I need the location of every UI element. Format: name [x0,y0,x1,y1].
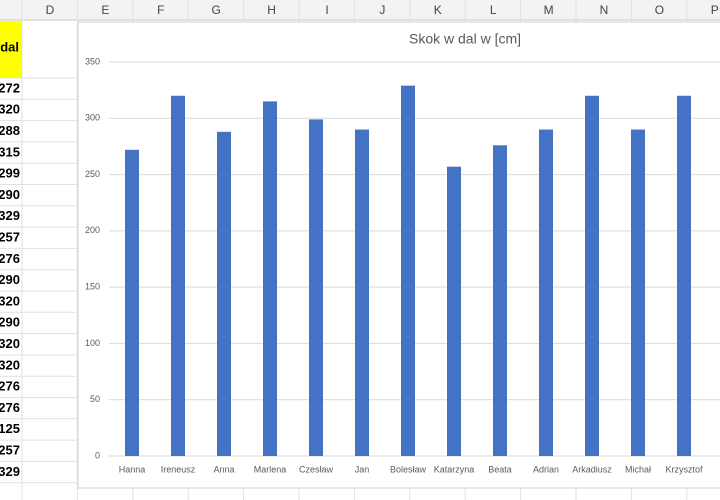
bar [631,129,645,457]
bar [309,119,323,456]
bar [217,131,231,456]
cell-value: 125 [0,421,20,436]
bar [401,85,415,456]
column-header: K [434,3,442,17]
x-tick-label: Michał [625,464,651,474]
bar [263,101,277,457]
cell-value: 276 [0,379,20,394]
cell-value: 320 [0,336,20,351]
cell-value: 257 [0,230,20,245]
x-tick-label: Arkadiusz [572,464,612,474]
x-tick-label: Jan [355,464,370,474]
y-tick-label: 350 [85,56,100,66]
bar [677,95,691,457]
column-header: P [711,3,719,17]
cell-value: 320 [0,293,20,308]
column-header: G [212,3,221,17]
cell-value: 320 [0,357,20,372]
x-tick-label: Czesław [299,464,334,474]
column-header: J [379,3,385,17]
cell-value: 299 [0,166,20,181]
bar [585,95,599,457]
bar [539,129,553,457]
y-tick-label: 200 [85,225,100,235]
column-header: M [544,3,554,17]
x-tick-label: Krzysztof [665,464,703,474]
header-cell [0,21,22,78]
x-tick-label: Marlena [254,464,287,474]
y-tick-label: 100 [85,338,100,348]
column-header: E [101,3,109,17]
x-tick-label: Beata [488,464,512,474]
y-tick-label: 50 [90,394,100,404]
x-tick-label: Hanna [119,464,146,474]
cell-value: 290 [0,187,20,202]
bar [447,166,461,457]
x-tick-label: Katarzyna [434,464,475,474]
y-tick-label: 0 [95,450,100,460]
cell-value: 290 [0,315,20,330]
header-cell-text: dal [0,39,19,54]
cell-value: 276 [0,251,20,266]
x-tick-label: Anna [213,464,234,474]
bar [355,129,369,457]
x-tick-label: Ireneusz [161,464,196,474]
column-header: N [600,3,609,17]
column-header: L [490,3,497,17]
cell-value: 272 [0,80,20,95]
column-header: O [655,3,664,17]
x-tick-label: Bolesław [390,464,427,474]
cell-value: 257 [0,443,20,458]
cell-value: 276 [0,400,20,415]
x-tick-label: Adrian [533,464,559,474]
cell-value: 315 [0,144,20,159]
column-header-bar [0,0,720,20]
cell-value: 290 [0,272,20,287]
bar [171,95,185,457]
y-tick-label: 250 [85,169,100,179]
y-tick-label: 150 [85,282,100,292]
column-header: F [157,3,164,17]
y-tick-label: 300 [85,113,100,123]
bar [125,149,139,456]
column-header: H [267,3,276,17]
column-header: I [325,3,328,17]
cell-value: 288 [0,123,20,138]
column-header: D [46,3,55,17]
cell-value: 320 [0,102,20,117]
chart-title: Skok w dal w [cm] [409,31,521,47]
cell-value: 329 [0,464,20,479]
bar [493,145,507,456]
cell-value: 329 [0,208,20,223]
